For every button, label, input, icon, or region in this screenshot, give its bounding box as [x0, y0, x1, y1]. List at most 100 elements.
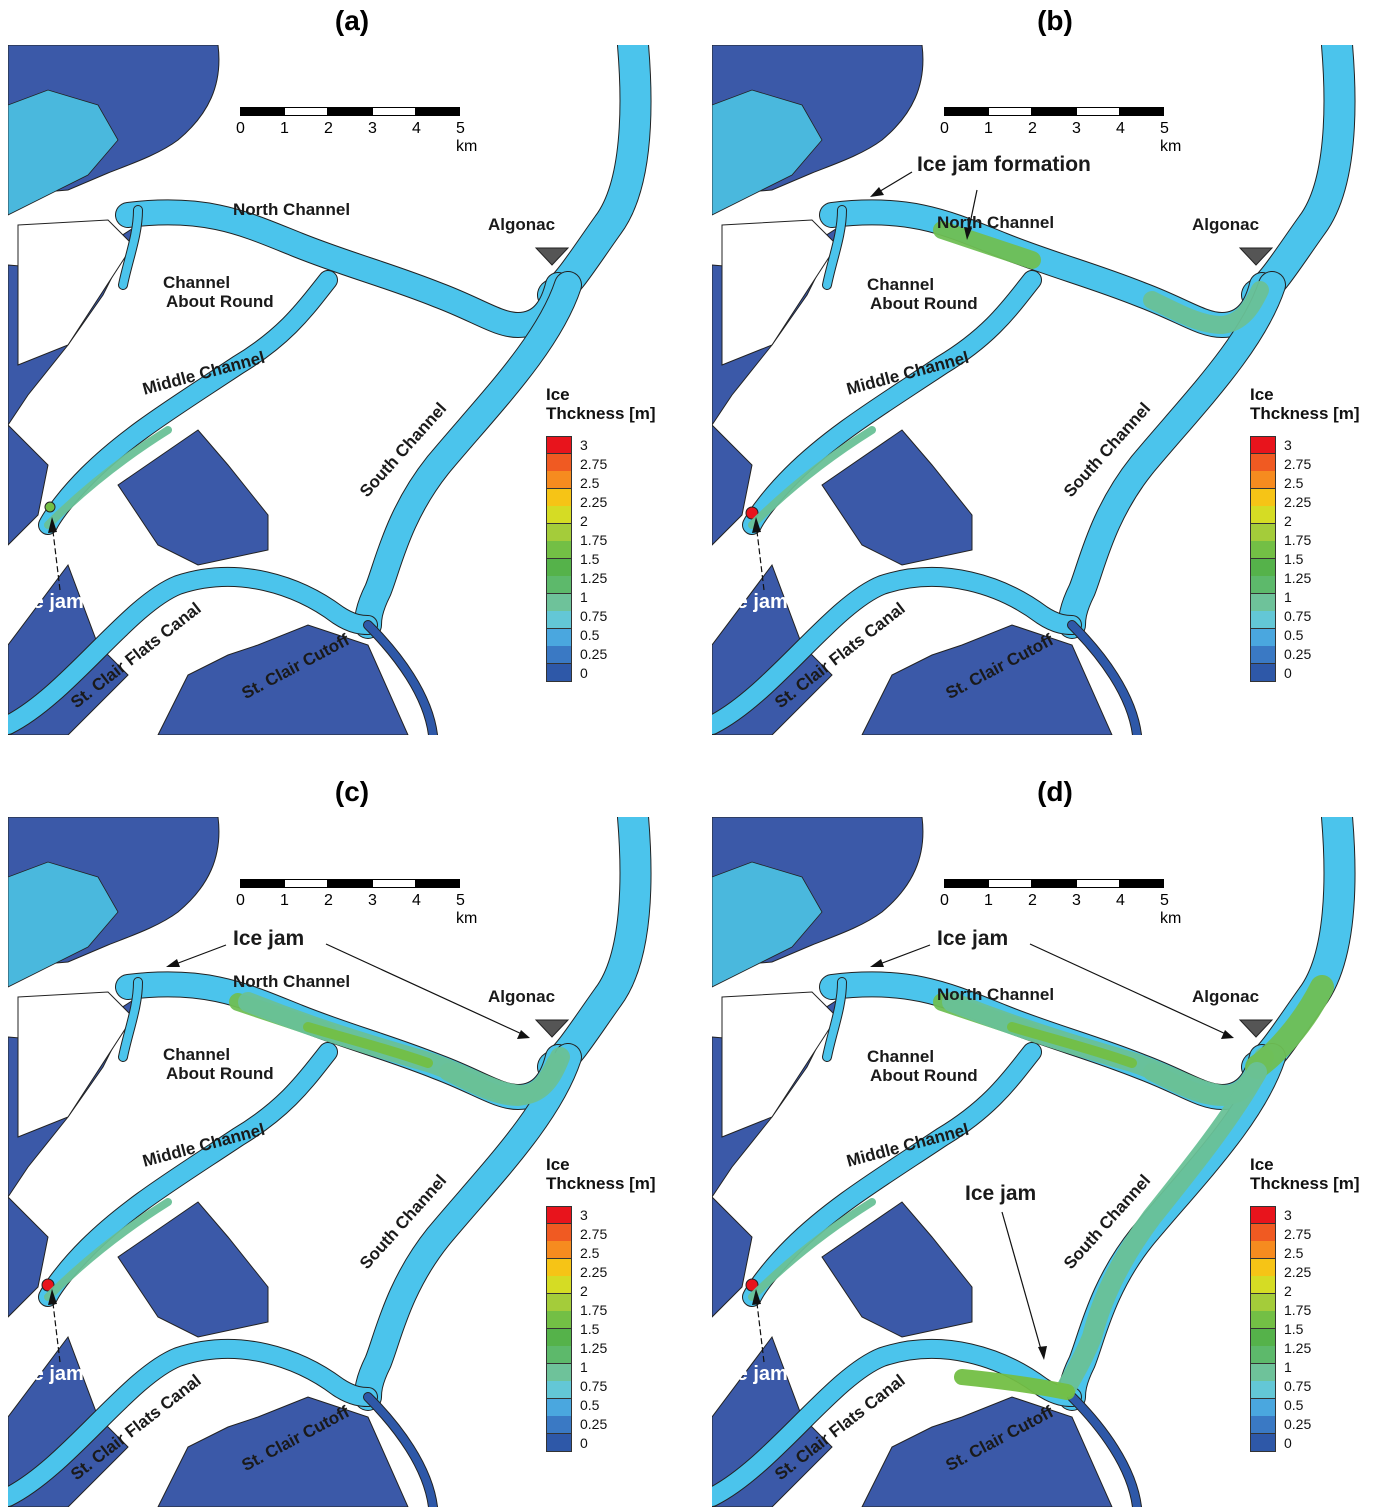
panel-title: (c)	[334, 776, 370, 807]
scale-tick: 1	[984, 120, 993, 137]
scale-tick: 2	[1028, 120, 1037, 137]
legend-value: 1	[1284, 589, 1292, 605]
scale-tick: 5 km	[1160, 892, 1182, 927]
legend-value: 1.25	[580, 1340, 608, 1356]
algonac-marker	[1238, 247, 1274, 266]
legend-title: Ice	[1250, 1155, 1274, 1174]
legend-value: 0.5	[580, 627, 600, 643]
legend-swatch	[546, 593, 572, 612]
label-north: North Channel	[937, 985, 1055, 1004]
scale-segment	[988, 879, 1032, 888]
legend-swatch	[1250, 471, 1276, 489]
legend-value: 0.75	[1284, 608, 1312, 624]
label-car2: About Round	[166, 1064, 274, 1083]
label-ice-jam-south: Ice jam	[965, 1182, 1037, 1205]
legend-value: 3	[580, 1207, 588, 1223]
legend-value: 1.5	[580, 1321, 600, 1337]
legend-value: 2.75	[580, 1226, 608, 1242]
legend-swatch	[546, 523, 572, 542]
legend-swatch	[1250, 1346, 1276, 1364]
scale-tick: 3	[368, 892, 377, 909]
label-algonac: Algonac	[488, 987, 556, 1006]
legend-swatch	[546, 436, 572, 454]
legend-swatch	[546, 1363, 572, 1382]
legend-value: 2	[580, 513, 588, 529]
scale-tick: 2	[324, 120, 333, 137]
legend-swatch	[1250, 453, 1276, 472]
scale-tick: 4	[1116, 892, 1125, 909]
algonac-marker	[534, 247, 570, 266]
legend-swatch	[1250, 576, 1276, 594]
legend-swatch	[546, 1223, 572, 1242]
algonac-marker	[1238, 1019, 1274, 1038]
legend-value: 0.5	[1284, 1397, 1304, 1413]
label-algonac: Algonac	[1192, 215, 1260, 234]
map-panel-b: North Channel Channel About Round Middle Ch…	[712, 45, 1387, 735]
legend-swatch	[1250, 1433, 1276, 1452]
panel-title: (b)	[1037, 5, 1073, 36]
label-ice-jam-sw: Ice jam	[16, 591, 84, 613]
scale-segment	[944, 879, 988, 888]
scale-tick: 0	[940, 120, 949, 137]
legend-value: 1	[580, 1359, 588, 1375]
label-algonac: Algonac	[488, 215, 556, 234]
legend-swatch	[1250, 436, 1276, 454]
legend-swatch	[1250, 523, 1276, 542]
scale-segment	[1032, 879, 1076, 888]
legend-swatch	[1250, 1258, 1276, 1277]
label-north: North Channel	[233, 972, 351, 991]
legend-title-units: Thckness [m]	[546, 404, 656, 423]
legend-value: 0.75	[1284, 1378, 1312, 1394]
legend-swatch	[546, 663, 572, 682]
legend-title-units: Thckness [m]	[1250, 404, 1360, 423]
legend-swatch	[1250, 663, 1276, 682]
label-car1: Channel	[867, 275, 935, 294]
legend-value: 0.75	[580, 1378, 608, 1394]
legend-title: Ice	[1250, 385, 1274, 404]
legend: Ice Thckness [m] 3 2.75 2.5 2.25 2 1.75 1.5 1.25 1…	[1250, 1155, 1387, 1455]
legend-swatch	[1250, 593, 1276, 612]
algonac-marker	[534, 1019, 570, 1038]
legend-swatch	[1250, 1381, 1276, 1399]
label-car1: Channel	[163, 273, 231, 292]
label-algonac: Algonac	[1192, 987, 1260, 1006]
scale-tick: 4	[1116, 120, 1125, 137]
legend-swatch	[546, 506, 572, 524]
scale-tick: 5 km	[456, 892, 478, 927]
scale-segment	[328, 879, 372, 888]
legend: Ice Thckness [m] 3 2.75 2.5 2.25 2 1.75 1.5 1.25 1…	[1250, 385, 1387, 685]
legend-value: 1.75	[580, 532, 608, 548]
legend-value: 1.25	[1284, 1340, 1312, 1356]
legend-title-units: Thckness [m]	[1250, 1174, 1360, 1193]
scale-segment	[416, 107, 460, 116]
scale-bar: 0 1 2 3 4 5 km	[940, 879, 1181, 927]
legend-value: 0.5	[580, 1397, 600, 1413]
label-car1: Channel	[867, 1047, 935, 1066]
legend-value: 2.75	[1284, 456, 1312, 472]
label-north: North Channel	[937, 213, 1055, 232]
scale-tick: 1	[280, 120, 289, 137]
scale-tick: 5 km	[456, 120, 478, 155]
legend-swatch	[546, 541, 572, 559]
label-ice-jam-north: Ice jam	[937, 927, 1009, 950]
scale-tick: 3	[1072, 120, 1081, 137]
scale-tick: 4	[412, 892, 421, 909]
legend-value: 2.25	[580, 1264, 608, 1280]
scale-bar: 0 1 2 3 4 5 km	[236, 107, 477, 155]
legend-swatch	[1250, 1311, 1276, 1329]
legend-swatch	[1250, 1206, 1276, 1224]
legend-value: 2.5	[1284, 475, 1304, 491]
scale-segment	[1076, 879, 1120, 888]
legend-value: 2.75	[580, 456, 608, 472]
scale-tick: 1	[280, 892, 289, 909]
legend-swatch	[1250, 1363, 1276, 1382]
legend-swatch	[546, 488, 572, 507]
scale-segment	[416, 879, 460, 888]
legend-swatch	[1250, 1398, 1276, 1417]
scale-segment	[1120, 879, 1164, 888]
scale-tick: 3	[368, 120, 377, 137]
legend-swatch	[546, 1346, 572, 1364]
legend-swatch	[1250, 541, 1276, 559]
scale-tick: 0	[236, 892, 245, 909]
legend-swatch	[546, 1293, 572, 1312]
